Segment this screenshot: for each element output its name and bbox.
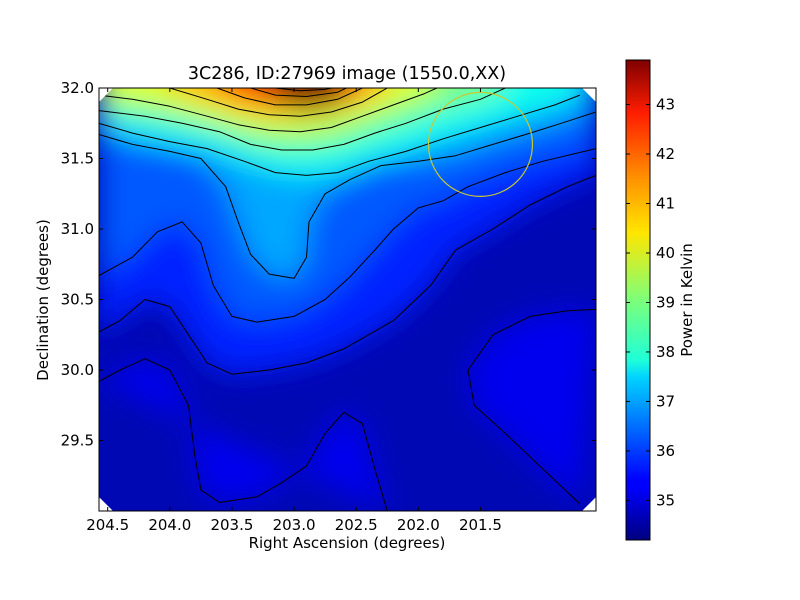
contour-line [99,148,596,323]
contour-line [216,88,363,106]
y-tick-label: 31.5 [61,150,94,168]
corner-wedge [582,497,596,511]
heat-band [99,358,388,511]
corner-wedge [99,497,113,511]
x-tick-label: 202.5 [335,516,378,534]
y-tick-label: 32.0 [61,79,94,97]
x-tick-label: 203.0 [273,516,316,534]
x-tick-label: 204.0 [148,516,191,534]
colorbar [625,59,651,541]
contour-layer [99,88,596,511]
contour-line [467,308,596,505]
corner-wedges [99,88,596,511]
contour-line [275,88,332,92]
colorbar-tick-label: 36 [656,442,675,460]
contour-line [169,88,388,117]
x-axis: 204.5 204.0 203.5 203.0 202.5 202.0 201.5 [86,88,502,534]
colorbar-tick-label: 37 [656,392,675,410]
x-tick-label: 202.0 [397,516,440,534]
colorbar-tick-label: 38 [656,343,675,361]
y-tick-label: 30.0 [61,361,94,379]
corner-wedge [99,88,113,102]
x-tick-label: 201.5 [459,516,502,534]
contour-line [99,174,596,375]
corner-wedge [582,88,596,102]
chart-title: 3C286, ID:27969 image (1550.0,XX) [188,64,506,84]
plot-area [99,88,596,511]
x-tick-label: 204.5 [86,516,129,534]
contour-line [250,88,347,97]
colorbar-tick-label: 40 [656,244,675,262]
contour-line [99,88,506,151]
colorbar-tick-label: 43 [656,96,675,114]
y-axis: 32.0 31.5 31.0 30.5 30.0 29.5 [61,79,596,450]
contour-line [99,358,388,511]
colorbar-label: Power in Kelvin [678,243,696,357]
y-axis-label: Declination (degrees) [34,219,52,381]
heat-band [468,309,596,504]
colorbar-tick-label: 42 [656,145,675,163]
colorbar-tick-label: 41 [656,195,675,213]
colorbar-tick-label: 35 [656,491,675,509]
x-axis-label: Right Ascension (degrees) [249,534,446,552]
colorbar-tick-label: 39 [656,293,675,311]
contour-line [99,111,596,279]
colorbar-axis: 35 36 37 38 39 40 41 42 43 [626,96,675,509]
contour-line [99,88,438,133]
contour-line [99,94,580,176]
y-tick-label: 29.5 [61,432,94,450]
y-tick-label: 30.5 [61,291,94,309]
y-tick-label: 31.0 [61,220,94,238]
field-of-view-circle [427,91,534,197]
x-tick-label: 203.5 [210,516,253,534]
